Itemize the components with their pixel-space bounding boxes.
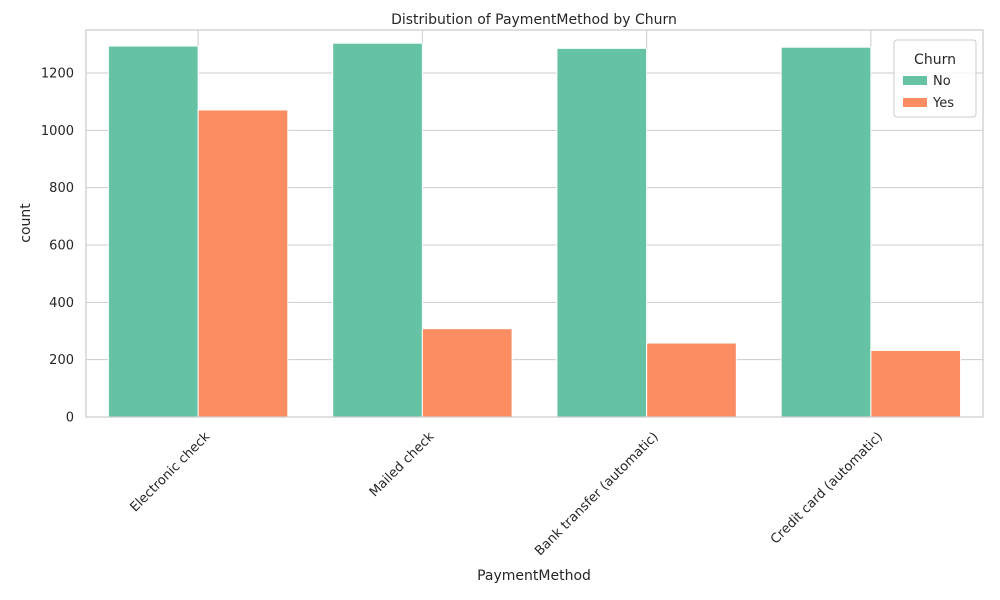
legend-label-no: No — [933, 74, 951, 89]
legend-swatch-yes — [903, 98, 927, 107]
legend: Churn No Yes — [893, 39, 977, 118]
bar-no-1 — [332, 42, 423, 418]
y-tick-label: 800 — [49, 181, 74, 196]
x-axis-label: PaymentMethod — [477, 568, 591, 584]
bar-yes-0 — [197, 109, 289, 418]
bar-no-2 — [556, 47, 648, 418]
y-tick-label: 400 — [49, 296, 74, 311]
bar-yes-1 — [421, 328, 513, 418]
plot-frame — [85, 29, 984, 418]
y-tick-label: 600 — [49, 239, 74, 254]
chart-title: Distribution of PaymentMethod by Churn — [391, 12, 677, 28]
legend-label-yes: Yes — [932, 96, 954, 111]
bar-no-3 — [780, 46, 872, 418]
y-tick-labels: 0 200 400 600 800 1000 1200 — [41, 67, 74, 426]
legend-box — [893, 39, 977, 118]
y-axis-label: count — [18, 203, 34, 243]
y-tick-label: 200 — [49, 353, 74, 368]
legend-title: Churn — [914, 52, 956, 68]
y-tick-label: 1000 — [41, 124, 74, 139]
bar-yes-2 — [646, 342, 737, 418]
bar-no-0 — [107, 45, 199, 418]
bar-yes-3 — [870, 349, 962, 418]
bars — [107, 42, 962, 418]
legend-swatch-no — [903, 76, 927, 85]
y-tick-label: 0 — [66, 411, 74, 426]
y-tick-label: 1200 — [41, 67, 74, 82]
